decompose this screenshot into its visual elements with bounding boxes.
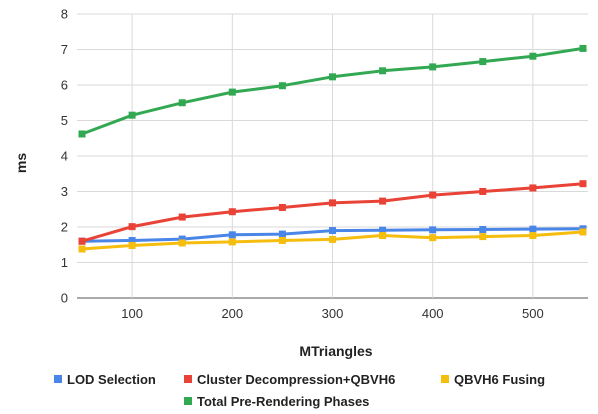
data-point-total-pre-rendering-phases xyxy=(379,67,387,75)
data-point-lod-selection xyxy=(429,226,437,234)
data-point-cluster-decompression-qbvh6 xyxy=(379,197,387,205)
data-point-total-pre-rendering-phases xyxy=(78,130,86,138)
data-point-lod-selection xyxy=(379,226,387,234)
data-point-qbvh6-fusing xyxy=(579,228,587,236)
x-axis-title: MTriangles xyxy=(299,343,372,359)
data-point-total-pre-rendering-phases xyxy=(178,99,186,107)
gridlines xyxy=(77,13,588,299)
data-point-qbvh6-fusing xyxy=(429,234,437,242)
x-tick-label: 500 xyxy=(522,306,544,321)
y-axis-title: ms xyxy=(13,153,29,173)
data-point-cluster-decompression-qbvh6 xyxy=(429,191,437,199)
legend-label: QBVH6 Fusing xyxy=(454,372,545,387)
series-points xyxy=(78,44,587,253)
data-point-total-pre-rendering-phases xyxy=(278,82,286,90)
legend-swatch xyxy=(54,375,62,383)
y-tick-label: 5 xyxy=(61,113,68,128)
data-point-total-pre-rendering-phases xyxy=(228,88,236,96)
legend-swatch xyxy=(184,397,192,405)
data-point-cluster-decompression-qbvh6 xyxy=(278,203,286,211)
legend-label: LOD Selection xyxy=(67,372,156,387)
data-point-cluster-decompression-qbvh6 xyxy=(178,213,186,221)
y-tick-label: 7 xyxy=(61,42,68,57)
y-tick-label: 0 xyxy=(61,291,68,306)
data-point-total-pre-rendering-phases xyxy=(128,111,136,119)
data-point-qbvh6-fusing xyxy=(379,232,387,240)
data-point-total-pre-rendering-phases xyxy=(329,73,336,81)
y-tick-label: 6 xyxy=(61,78,68,93)
data-point-total-pre-rendering-phases xyxy=(529,52,537,60)
y-tick-label: 4 xyxy=(61,149,68,164)
data-point-total-pre-rendering-phases xyxy=(479,58,487,66)
data-point-cluster-decompression-qbvh6 xyxy=(78,237,86,245)
legend-swatch xyxy=(184,375,192,383)
y-tick-label: 8 xyxy=(61,7,68,22)
x-tick-label: 200 xyxy=(221,306,243,321)
legend-item-qbvh6-fusing: QBVH6 Fusing xyxy=(441,372,545,387)
data-point-total-pre-rendering-phases xyxy=(429,63,437,71)
data-point-qbvh6-fusing xyxy=(479,233,487,241)
legend-item-cluster-decompression-qbvh6: Cluster Decompression+QBVH6 xyxy=(184,372,395,387)
data-point-cluster-decompression-qbvh6 xyxy=(228,208,236,216)
legend: LOD Selection Cluster Decompression+QBVH6… xyxy=(54,372,545,409)
legend-item-lod-selection: LOD Selection xyxy=(54,372,156,387)
legend-swatch xyxy=(441,375,449,383)
data-point-lod-selection xyxy=(278,230,286,238)
x-tick-label: 300 xyxy=(322,306,344,321)
data-point-lod-selection xyxy=(128,236,136,244)
x-tick-label: 400 xyxy=(422,306,444,321)
legend-label: Cluster Decompression+QBVH6 xyxy=(197,372,395,387)
data-point-qbvh6-fusing xyxy=(178,239,186,247)
data-point-cluster-decompression-qbvh6 xyxy=(128,223,136,231)
y-tick-label: 2 xyxy=(61,220,68,235)
data-point-qbvh6-fusing xyxy=(329,235,336,243)
x-axis-ticks: 100 200 300 400 500 xyxy=(121,306,543,321)
y-axis-ticks: 0 1 2 3 4 5 6 7 8 xyxy=(61,7,68,306)
data-point-lod-selection xyxy=(228,231,236,239)
data-point-qbvh6-fusing xyxy=(78,245,86,253)
data-point-cluster-decompression-qbvh6 xyxy=(329,199,336,207)
data-point-total-pre-rendering-phases xyxy=(579,44,587,52)
legend-label: Total Pre-Rendering Phases xyxy=(197,394,369,409)
data-point-cluster-decompression-qbvh6 xyxy=(529,184,537,192)
data-point-qbvh6-fusing xyxy=(228,238,236,246)
data-point-cluster-decompression-qbvh6 xyxy=(479,188,487,195)
legend-item-total-pre-rendering-phases: Total Pre-Rendering Phases xyxy=(184,394,369,409)
data-point-cluster-decompression-qbvh6 xyxy=(579,180,587,188)
data-point-qbvh6-fusing xyxy=(529,232,537,240)
y-tick-label: 3 xyxy=(61,184,68,199)
data-point-lod-selection xyxy=(329,227,336,235)
data-point-qbvh6-fusing xyxy=(278,236,286,244)
y-tick-label: 1 xyxy=(61,255,68,270)
data-point-lod-selection xyxy=(178,235,186,243)
x-tick-label: 100 xyxy=(121,306,143,321)
data-point-qbvh6-fusing xyxy=(128,241,136,249)
data-point-lod-selection xyxy=(529,225,537,233)
data-point-lod-selection xyxy=(479,225,487,233)
